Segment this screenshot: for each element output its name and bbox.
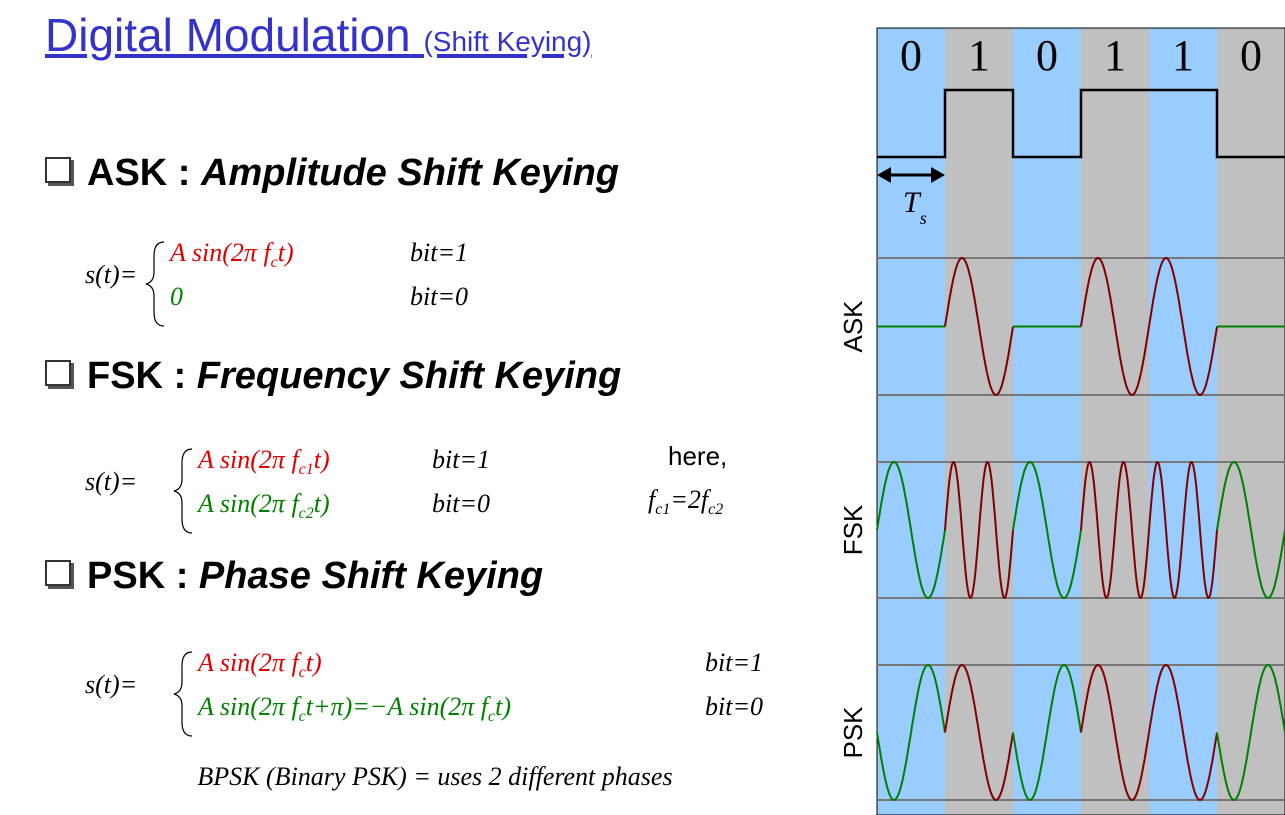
- waveform: [1148, 256, 1218, 397]
- row-label: ASK: [838, 300, 868, 353]
- waveform: [876, 460, 946, 600]
- expr-part: t): [313, 445, 330, 474]
- formula-expr: A sin(2π fc1t): [198, 445, 330, 479]
- brace: [173, 448, 193, 534]
- waveform: [1216, 663, 1285, 802]
- expr-part: t): [305, 648, 322, 677]
- subscript: c1: [655, 501, 671, 519]
- waveform: [1080, 663, 1150, 802]
- section-label: FSK :: [87, 355, 187, 397]
- section-heading: ASK : Amplitude Shift Keying: [45, 152, 619, 195]
- waveform: [1148, 663, 1218, 802]
- bit-label: 1: [1104, 31, 1126, 80]
- expr-part: t+π)=−A sin(2π f: [305, 692, 488, 721]
- subscript: c: [298, 708, 306, 726]
- waveform: [944, 256, 1014, 397]
- bit-column: [945, 28, 1013, 815]
- bullet-box: [45, 560, 71, 586]
- waveform: [1012, 460, 1082, 600]
- formula-expr: A sin(2π fct): [170, 238, 294, 272]
- bit-column: [1217, 28, 1285, 815]
- bullet-box: [45, 157, 71, 183]
- subscript: c2: [298, 505, 314, 523]
- waveform: [1148, 461, 1218, 599]
- section-label: ASK :: [87, 152, 191, 194]
- section-name: Frequency Shift Keying: [196, 355, 622, 397]
- formula-expr: A sin(2π fc2t): [198, 489, 330, 523]
- footnote: BPSK (Binary PSK) = uses 2 different pha…: [197, 762, 673, 791]
- section-heading: PSK : Phase Shift Keying: [45, 555, 543, 598]
- expr-part: t): [495, 692, 511, 721]
- brace: [145, 241, 165, 327]
- expr-part: A sin(2π f: [198, 445, 299, 474]
- bit-column: [1081, 28, 1149, 815]
- expr-part: 0: [170, 282, 183, 311]
- arrow-head: [877, 167, 945, 183]
- period-label: Ts: [903, 186, 927, 228]
- formula-lhs: s(t)=: [85, 467, 138, 496]
- section-label: PSK :: [87, 555, 189, 597]
- section-heading: FSK : Frequency Shift Keying: [45, 355, 621, 398]
- bit-label: 0: [1240, 31, 1262, 80]
- waveform: [944, 461, 1014, 599]
- subscript: c: [298, 664, 306, 682]
- waveform: [876, 663, 946, 802]
- bullet-box: [45, 360, 71, 386]
- subscript: c: [270, 254, 278, 272]
- expr-part: =2f: [670, 485, 709, 514]
- brace: [173, 651, 193, 737]
- title-text: Digital Modulation: [45, 9, 411, 61]
- waveform: [1012, 663, 1082, 802]
- note: here,: [668, 441, 728, 471]
- expr-part: f: [648, 485, 656, 514]
- expr-part: A sin(2π f: [198, 692, 299, 721]
- expr-part: t): [313, 489, 330, 518]
- formula-cond: bit=1: [410, 238, 468, 267]
- waveform: [1080, 256, 1150, 397]
- waveform: [944, 663, 1014, 802]
- formula-expr: 0: [170, 282, 183, 312]
- section-name: Amplitude Shift Keying: [201, 152, 620, 194]
- frame: [876, 27, 1285, 815]
- expr-part: A sin(2π f: [170, 238, 271, 267]
- formula-expr: A sin(2π fct+π)=−A sin(2π fct): [198, 692, 511, 726]
- period-main: T: [903, 186, 922, 219]
- formula-expr: A sin(2π fct): [198, 648, 322, 682]
- row-label: FSK: [838, 504, 868, 555]
- section-name: Phase Shift Keying: [198, 555, 544, 597]
- formula-lhs: s(t)=: [85, 670, 138, 699]
- subscript: c1: [298, 461, 314, 479]
- formula-cond: bit=0: [410, 282, 468, 311]
- waveform: [1216, 460, 1285, 600]
- bit-signal: [877, 88, 1285, 159]
- expr-part: A sin(2π f: [198, 648, 299, 677]
- expr-part: A sin(2π f: [198, 489, 299, 518]
- title: Digital Modulation (Shift Keying): [45, 8, 592, 62]
- formula-cond: bit=1: [432, 445, 490, 474]
- note-expr: fc1=2fc2: [648, 485, 723, 519]
- row-label: PSK: [838, 706, 868, 759]
- bit-column: [1013, 28, 1081, 815]
- bit-label: 0: [900, 31, 922, 80]
- subscript: c2: [708, 501, 724, 519]
- bit-column: [877, 28, 945, 815]
- period-sub: s: [920, 208, 927, 228]
- waveform: [1080, 461, 1150, 599]
- formula-cond: bit=0: [432, 489, 490, 518]
- expr-part: t): [277, 238, 294, 267]
- subscript: c: [487, 708, 496, 726]
- bit-label: 1: [968, 31, 990, 80]
- formula-cond: bit=1: [705, 648, 763, 677]
- bit-label: 0: [1036, 31, 1058, 80]
- bit-column: [1149, 28, 1217, 815]
- bit-label: 1: [1172, 31, 1194, 80]
- subtitle: (Shift Keying): [423, 26, 592, 57]
- formula-cond: bit=0: [705, 692, 763, 721]
- formula-lhs: s(t)=: [85, 260, 138, 289]
